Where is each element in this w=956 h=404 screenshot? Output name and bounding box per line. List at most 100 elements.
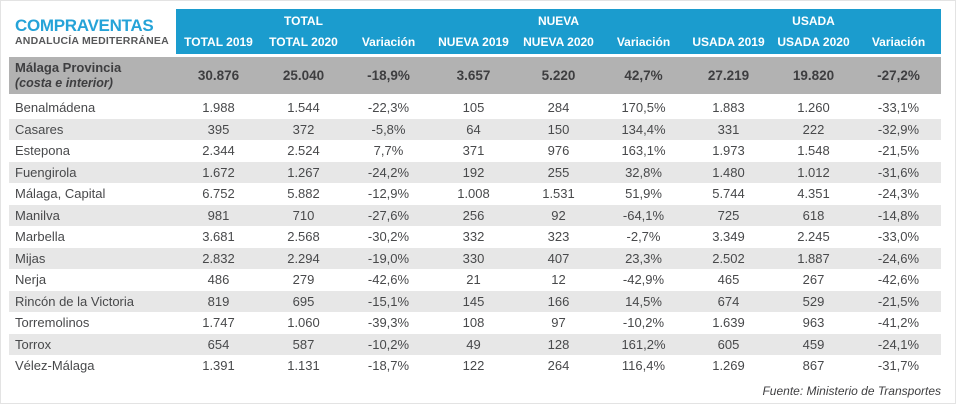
table-cell: 5.882: [287, 186, 320, 202]
compraventas-table: COMPRAVENTAS ANDALUCÍA MEDITERRÁNEA TOTA…: [9, 9, 941, 398]
table-cell: 1.260: [797, 100, 830, 116]
table-cell: 145: [462, 293, 485, 309]
table-cell: 486: [207, 272, 230, 288]
table-row: Vélez-Málaga 1.391 1.131 -18,7% 122 264 …: [9, 355, 941, 377]
column-heads-nueva: NUEVA 2019 NUEVA 2020 Variación: [431, 35, 686, 49]
table-row: Casares 395 372 -5,8% 64 150 134,4% 331 …: [9, 118, 941, 140]
table-cell: 1.639: [712, 315, 745, 331]
table-cell: 332: [462, 229, 485, 245]
table-cell: 867: [802, 358, 825, 374]
table-cell: 1.672: [202, 164, 235, 180]
table-cell: 161,2%: [621, 336, 666, 352]
table-cell: 371: [462, 143, 485, 159]
row-name: Casares: [15, 121, 64, 137]
table-row: Fuengirola 1.672 1.267 -24,2% 192 255 32…: [9, 161, 941, 183]
table-cell: 51,9%: [625, 186, 662, 202]
table-cell: -15,1%: [367, 293, 410, 309]
page-title: COMPRAVENTAS: [15, 15, 154, 35]
table-cell: -2,7%: [626, 229, 661, 245]
column-group-total: TOTAL TOTAL 2019 TOTAL 2020 Variación: [176, 9, 431, 54]
table-cell: -24,6%: [877, 250, 920, 266]
table-cell: 981: [207, 207, 230, 223]
row-name: Vélez-Málaga: [15, 358, 95, 374]
table-row: Torremolinos 1.747 1.060 -39,3% 108 97 -…: [9, 312, 941, 334]
row-name: Marbella: [15, 229, 65, 245]
table-cell: 1.269: [712, 358, 745, 374]
table-cell: 674: [717, 293, 740, 309]
column-group-nueva: NUEVA NUEVA 2019 NUEVA 2020 Variación: [431, 9, 686, 54]
column-heads-usada: USADA 2019 USADA 2020 Variación: [686, 35, 941, 49]
table-cell: 2.245: [797, 229, 830, 245]
table-cell: -39,3%: [367, 315, 410, 331]
table-cell: -31,6%: [877, 164, 920, 180]
summary-cell: -18,9%: [367, 68, 410, 83]
group-label-nueva: NUEVA: [537, 14, 580, 28]
table-cell: 3.349: [712, 229, 745, 245]
table-cell: 963: [802, 315, 825, 331]
table-cell: -32,9%: [877, 121, 920, 137]
summary-cell: 19.820: [792, 68, 835, 83]
table-row: Málaga, Capital 6.752 5.882 -12,9% 1.008…: [9, 183, 941, 205]
table-cell: 1.060: [287, 315, 320, 331]
summary-cell: 5.220: [541, 68, 576, 83]
summary-row-name: Málaga Provincia (costa e interior): [9, 60, 176, 92]
row-name: Torrox: [15, 336, 52, 352]
table-cell: -24,2%: [367, 164, 410, 180]
table-cell: -24,3%: [877, 186, 920, 202]
table-cell: 14,5%: [625, 293, 662, 309]
table-cell: 279: [292, 272, 315, 288]
table-cell: 1.012: [797, 164, 830, 180]
column-header: Variación: [616, 35, 671, 49]
row-name: Mijas: [15, 250, 46, 266]
summary-name-main: Málaga Provincia: [15, 59, 122, 75]
table-cell: -42,6%: [877, 272, 920, 288]
table-cell: -30,2%: [367, 229, 410, 245]
table-cell: -64,1%: [622, 207, 665, 223]
table-cell: 605: [717, 336, 740, 352]
table-cell: 163,1%: [621, 143, 666, 159]
column-header: NUEVA 2019: [438, 35, 509, 49]
table-cell: -22,3%: [367, 100, 410, 116]
table-cell: -10,2%: [367, 336, 410, 352]
summary-cell: 27.219: [707, 68, 750, 83]
table-cell: 618: [802, 207, 825, 223]
summary-name-sub: (costa e interior): [15, 75, 113, 90]
table-cell: 331: [717, 121, 740, 137]
table-cell: 1.988: [202, 100, 235, 116]
table-cell: 725: [717, 207, 740, 223]
table-cell: -31,7%: [877, 358, 920, 374]
source-note: Fuente: Ministerio de Transportes: [762, 383, 941, 398]
table-cell: 1.267: [287, 164, 320, 180]
column-header: USADA 2019: [692, 35, 765, 49]
table-cell: 1.548: [797, 143, 830, 159]
table-cell: 529: [802, 293, 825, 309]
table-cell: 105: [462, 100, 485, 116]
table-cell: 1.480: [712, 164, 745, 180]
table-header: COMPRAVENTAS ANDALUCÍA MEDITERRÁNEA TOTA…: [9, 9, 941, 54]
summary-cell: 30.876: [197, 68, 240, 83]
column-header: TOTAL 2020: [269, 35, 338, 49]
table-cell: 1.544: [287, 100, 320, 116]
table-cell: 330: [462, 250, 485, 266]
table-cell: 5.744: [712, 186, 745, 202]
table-cell: 284: [547, 100, 570, 116]
table-cell: 2.502: [712, 250, 745, 266]
table-cell: 1.008: [457, 186, 490, 202]
table-cell: 166: [547, 293, 570, 309]
table-cell: 64: [466, 121, 481, 137]
table-cell: 192: [462, 164, 485, 180]
table-cell: 1.131: [287, 358, 320, 374]
table-cell: 267: [802, 272, 825, 288]
group-label-usada: USADA: [792, 14, 835, 28]
column-heads-total: TOTAL 2019 TOTAL 2020 Variación: [176, 35, 431, 49]
row-name: Benalmádena: [15, 100, 96, 116]
table-cell: 2.568: [287, 229, 320, 245]
table-cell: 819: [207, 293, 230, 309]
column-group-usada: USADA USADA 2019 USADA 2020 Variación: [686, 9, 941, 54]
group-label-total: TOTAL: [284, 14, 323, 28]
row-name: Fuengirola: [15, 164, 77, 180]
row-name: Nerja: [15, 272, 47, 288]
table-cell: -14,8%: [877, 207, 920, 223]
table-cell: 128: [547, 336, 570, 352]
summary-row: Málaga Provincia (costa e interior) 30.8…: [9, 57, 941, 94]
